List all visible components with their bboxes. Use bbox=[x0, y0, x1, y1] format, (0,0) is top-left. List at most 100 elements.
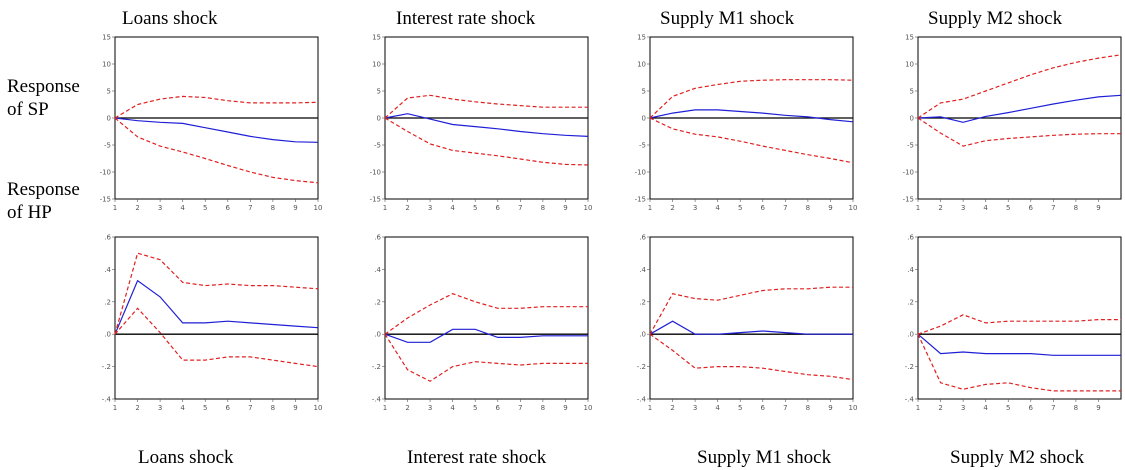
panel-frame bbox=[114, 236, 319, 400]
x-tick-label: 5 bbox=[473, 204, 477, 212]
y-tick-label: -15 bbox=[635, 196, 646, 204]
y-tick-label: -15 bbox=[370, 196, 381, 204]
row-label-sp-line1: Response bbox=[7, 76, 80, 97]
y-tick-label: -15 bbox=[903, 196, 914, 204]
x-tick-label: 5 bbox=[203, 204, 207, 212]
y-tick-label: -.2 bbox=[102, 363, 111, 371]
x-tick-label: 1 bbox=[916, 404, 920, 412]
y-tick-label: -15 bbox=[100, 196, 111, 204]
x-tick-label: 4 bbox=[180, 404, 185, 412]
x-tick-label: 10 bbox=[314, 404, 323, 412]
x-tick-label: 1 bbox=[383, 204, 387, 212]
x-tick-label: 6 bbox=[761, 204, 766, 212]
panel-response-of-sp-supply-m2-shock: 15 10 5 0 -5 -10 -151 2 3 4 5 6 7 8 9 bbox=[903, 34, 1122, 212]
x-tick-label: 10 bbox=[849, 204, 858, 212]
y-tick-label: .4 bbox=[639, 266, 646, 274]
lower-band-line bbox=[649, 333, 854, 381]
y-tick-label: 15 bbox=[372, 34, 381, 42]
y-tick-label: .2 bbox=[639, 298, 646, 306]
y-tick-label: 15 bbox=[102, 34, 111, 42]
x-tick-label: 8 bbox=[1074, 404, 1078, 412]
y-tick-label: 10 bbox=[372, 61, 381, 69]
x-tick-label: 7 bbox=[248, 204, 252, 212]
lower-band-line bbox=[917, 333, 1121, 392]
response-line bbox=[917, 94, 1122, 123]
panel-response-of-hp-supply-m2-shock: .6 .4 .2 .0 -.2 -.41 2 3 4 5 6 7 8 9 bbox=[905, 234, 1122, 412]
y-tick-label: -.4 bbox=[372, 396, 382, 404]
y-tick-label: .4 bbox=[104, 266, 111, 274]
y-tick-label: -5 bbox=[639, 142, 646, 150]
panel-frame bbox=[384, 236, 589, 400]
y-tick-label: 5 bbox=[107, 88, 111, 96]
x-tick-label: 7 bbox=[783, 204, 787, 212]
row-label-hp-line1: Response bbox=[7, 179, 80, 200]
upper-band-line bbox=[384, 94, 588, 119]
x-tick-label: 9 bbox=[828, 204, 832, 212]
panel-response-of-hp-supply-m1-shock: .6 .4 .2 .0 -.2 -.41 2 3 4 5 6 7 8 9 10 bbox=[637, 234, 858, 413]
panel-frame bbox=[917, 236, 1122, 400]
x-tick-label: 10 bbox=[314, 204, 323, 212]
upper-band-line bbox=[114, 95, 319, 119]
x-tick-label: 1 bbox=[113, 404, 117, 412]
y-tick-label: .6 bbox=[374, 234, 381, 242]
x-tick-label: 1 bbox=[113, 204, 117, 212]
x-tick-label: 8 bbox=[271, 404, 275, 412]
x-tick-label: 8 bbox=[541, 404, 545, 412]
row-label-sp: Response of SP bbox=[7, 75, 80, 121]
x-tick-label: 3 bbox=[693, 404, 697, 412]
y-tick-label: .6 bbox=[639, 234, 646, 242]
x-tick-label: 6 bbox=[1029, 404, 1034, 412]
y-tick-label: 5 bbox=[377, 88, 381, 96]
bottom-title-supply-m1: Supply M1 shock bbox=[697, 447, 832, 468]
x-tick-label: 7 bbox=[1051, 204, 1055, 212]
x-tick-label: 5 bbox=[738, 204, 742, 212]
upper-band-line bbox=[917, 314, 1121, 335]
x-tick-label: 3 bbox=[428, 404, 432, 412]
x-tick-label: 9 bbox=[563, 404, 567, 412]
y-tick-label: .4 bbox=[907, 266, 914, 274]
x-tick-label: 2 bbox=[670, 204, 674, 212]
x-tick-label: 2 bbox=[135, 204, 139, 212]
x-tick-label: 6 bbox=[761, 404, 766, 412]
x-tick-label: 9 bbox=[1096, 404, 1100, 412]
y-tick-label: -10 bbox=[100, 169, 111, 177]
x-tick-label: 5 bbox=[473, 404, 477, 412]
lower-band-line bbox=[384, 333, 588, 382]
lower-band-line bbox=[114, 307, 319, 368]
panel-frame bbox=[649, 236, 854, 400]
y-tick-label: .0 bbox=[374, 331, 381, 339]
y-tick-label: -5 bbox=[907, 142, 914, 150]
upper-band-line bbox=[114, 252, 319, 335]
y-tick-label: 10 bbox=[905, 61, 914, 69]
panel-response-of-sp-loans-shock: 15 10 5 0 -5 -10 -151 2 3 4 5 6 7 8 9 10 bbox=[100, 34, 323, 213]
x-tick-label: 4 bbox=[983, 404, 988, 412]
x-tick-label: 2 bbox=[670, 404, 674, 412]
x-tick-label: 8 bbox=[806, 204, 810, 212]
y-tick-label: .0 bbox=[104, 331, 111, 339]
y-tick-label: 10 bbox=[102, 61, 111, 69]
row-label-hp: Response of HP bbox=[7, 178, 80, 224]
y-tick-label: -10 bbox=[903, 169, 914, 177]
response-line bbox=[114, 117, 319, 143]
y-tick-label: 5 bbox=[910, 88, 914, 96]
x-tick-label: 4 bbox=[983, 204, 988, 212]
x-tick-label: 3 bbox=[693, 204, 697, 212]
x-tick-label: 5 bbox=[1006, 204, 1010, 212]
y-tick-label: .4 bbox=[374, 266, 381, 274]
panel-response-of-hp-interest-rate-shock: .6 .4 .2 .0 -.2 -.41 2 3 4 5 6 7 8 9 10 bbox=[372, 234, 593, 413]
x-tick-label: 6 bbox=[496, 404, 501, 412]
panel-response-of-sp-interest-rate-shock: 15 10 5 0 -5 -10 -151 2 3 4 5 6 7 8 9 10 bbox=[370, 34, 593, 213]
x-tick-label: 8 bbox=[271, 204, 275, 212]
lower-band-line bbox=[114, 117, 319, 184]
y-tick-label: -10 bbox=[635, 169, 646, 177]
x-tick-label: 7 bbox=[1051, 404, 1055, 412]
y-tick-label: .6 bbox=[104, 234, 111, 242]
bottom-title-loans: Loans shock bbox=[138, 447, 234, 468]
x-tick-label: 10 bbox=[584, 204, 593, 212]
x-tick-label: 4 bbox=[715, 204, 720, 212]
x-tick-label: 6 bbox=[226, 404, 231, 412]
upper-band-line bbox=[649, 286, 853, 335]
x-tick-label: 1 bbox=[648, 404, 652, 412]
response-line bbox=[917, 333, 1121, 356]
